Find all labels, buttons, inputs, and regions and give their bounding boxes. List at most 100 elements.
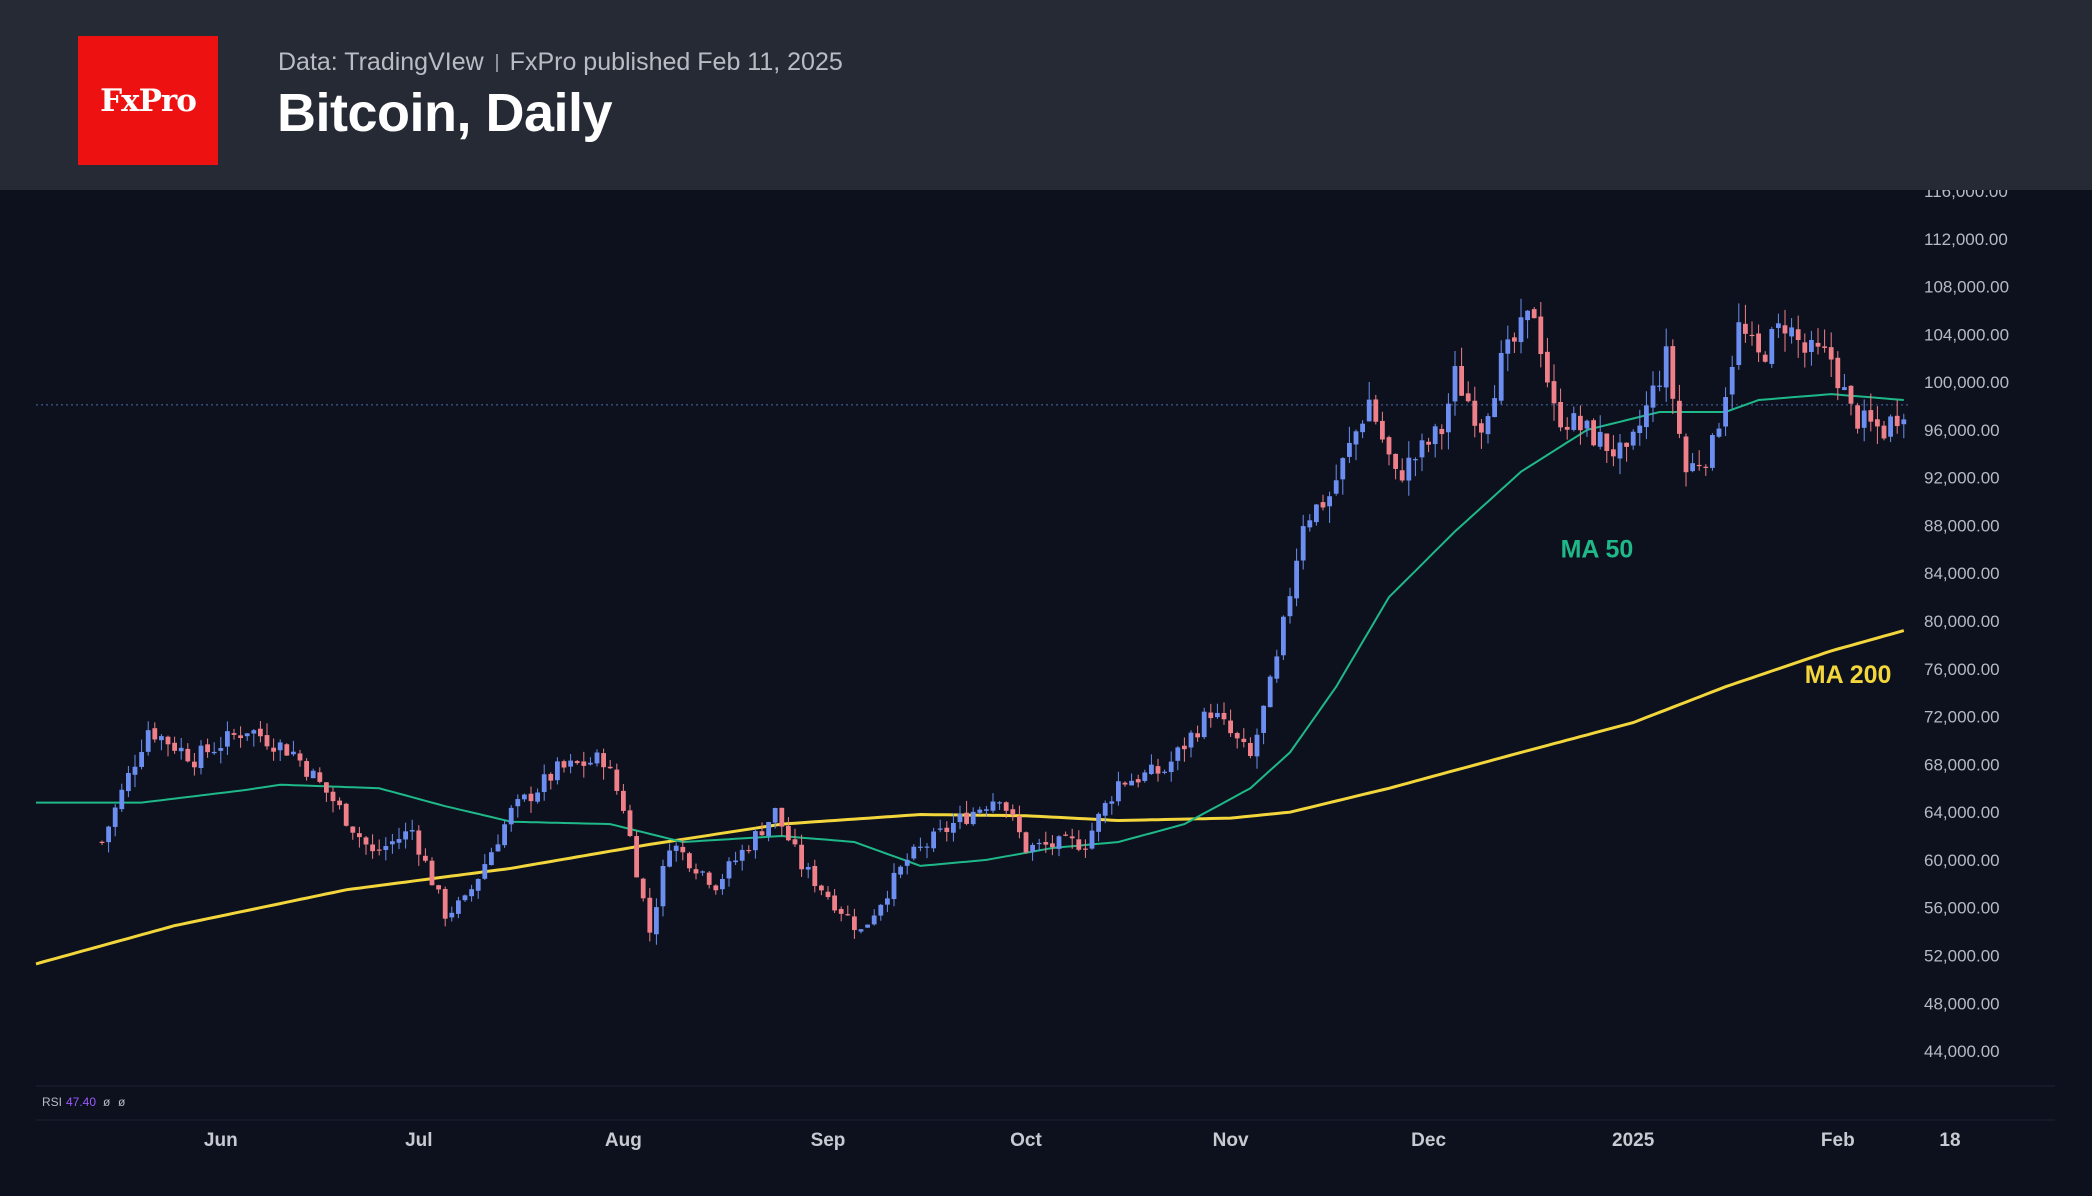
time-tick-label: 2025 [1612,1130,1655,1151]
candle-body [640,878,646,899]
candle-body [1868,410,1874,422]
price-tick-label: 56,000.00 [1924,899,2000,918]
candle-body [865,924,870,928]
candle-body [1809,340,1814,353]
candle-body [660,865,666,907]
candle-body [1703,466,1709,468]
candle-body [1281,616,1286,656]
candle-body [673,845,679,851]
candle-body [1340,458,1346,480]
candle-body [409,830,415,832]
candle-body [1386,437,1392,455]
candle-body [1043,842,1049,845]
candle-body [1023,832,1029,853]
candle-body [1347,442,1352,457]
ma200-line [35,629,1905,966]
candle-body [904,859,910,866]
candle-body [1696,464,1702,467]
candle-body [390,841,395,845]
candle-body [918,846,923,848]
price-tick-label: 48,000.00 [1924,994,2000,1013]
candle-body [1261,705,1266,733]
candle-body [218,748,224,751]
candle-body [469,889,474,897]
candle-body [231,733,237,735]
candle-body [1690,463,1695,472]
candle-body [1472,400,1478,426]
candle-body [1604,433,1610,451]
ma200-line-group [35,629,1905,966]
candle-body [1663,346,1669,388]
rsi-label: RSI [42,1095,62,1109]
candle-body [1716,428,1722,437]
candle-body [1624,442,1629,447]
candle-body [429,860,435,886]
candle-body [291,751,296,755]
candle-body [1188,732,1194,748]
candle-body [871,915,877,925]
candle-body [508,807,514,825]
candle-body [997,802,1002,804]
candle-body [185,748,191,762]
price-tick-label: 72,000.00 [1924,708,2000,727]
candle-body [1459,366,1464,396]
candle-body [1413,459,1418,461]
candle-body [324,782,329,793]
candle-body [126,773,131,792]
rsi-value: 47.40 [66,1095,96,1109]
candle-body [403,831,408,840]
price-tick-label: 44,000.00 [1924,1042,2000,1061]
candle-body [1162,771,1167,773]
candle-body [271,747,276,752]
candle-body [423,855,428,861]
candle-body [251,730,257,734]
ma50-line-group [36,393,1904,867]
candle-body [277,742,283,751]
candle-body [726,861,732,879]
price-tick-label: 76,000.00 [1924,660,2000,679]
candle-body [1670,346,1676,399]
candle-body [1373,399,1379,422]
price-tick-label: 64,000.00 [1924,803,2000,822]
logo-text: FxPro [100,82,197,119]
candle-body [205,744,210,753]
candle-body [1036,842,1042,845]
candle-body [1010,809,1016,815]
candle-body [1861,410,1867,428]
candle-body [957,813,963,823]
candle-body [337,800,342,806]
candle-body [792,839,798,845]
candle-body [1795,329,1801,341]
candle-body [475,878,481,891]
candle-body [1584,420,1590,429]
candle-body [1591,420,1596,446]
candle-body [1274,656,1280,679]
candle-body [1485,416,1491,435]
price-tick-label: 112,000.00 [1924,230,2008,249]
candle-body [977,809,983,813]
candle-body [343,803,349,826]
candle-body [357,833,362,838]
candle-body [1644,405,1649,428]
fxpro-logo: FxPro [78,36,218,165]
candle-body [1221,712,1227,720]
candle-body [1802,342,1808,353]
time-axis[interactable]: Jun Jul Aug Sep Oct Nov Dec 2025 Feb 18 [204,1130,1961,1151]
candles [99,298,1907,945]
candle-body [1578,415,1583,431]
candle-body [1756,333,1761,353]
candle-body [1399,470,1405,481]
candle-body [1380,420,1385,440]
candle-body [1102,803,1108,816]
candle-body [225,731,230,747]
candle-body [1142,772,1148,781]
candle-body [627,810,633,837]
annotations: MA 50 MA 200 [1561,536,1892,689]
candle-body [1314,504,1319,523]
candle-body [1498,352,1504,401]
candle-body [139,752,144,767]
candle-body [607,766,613,769]
price-axis[interactable]: 44,000.00 48,000.00 52,000.00 56,000.00 60,0… [1924,182,2009,1061]
